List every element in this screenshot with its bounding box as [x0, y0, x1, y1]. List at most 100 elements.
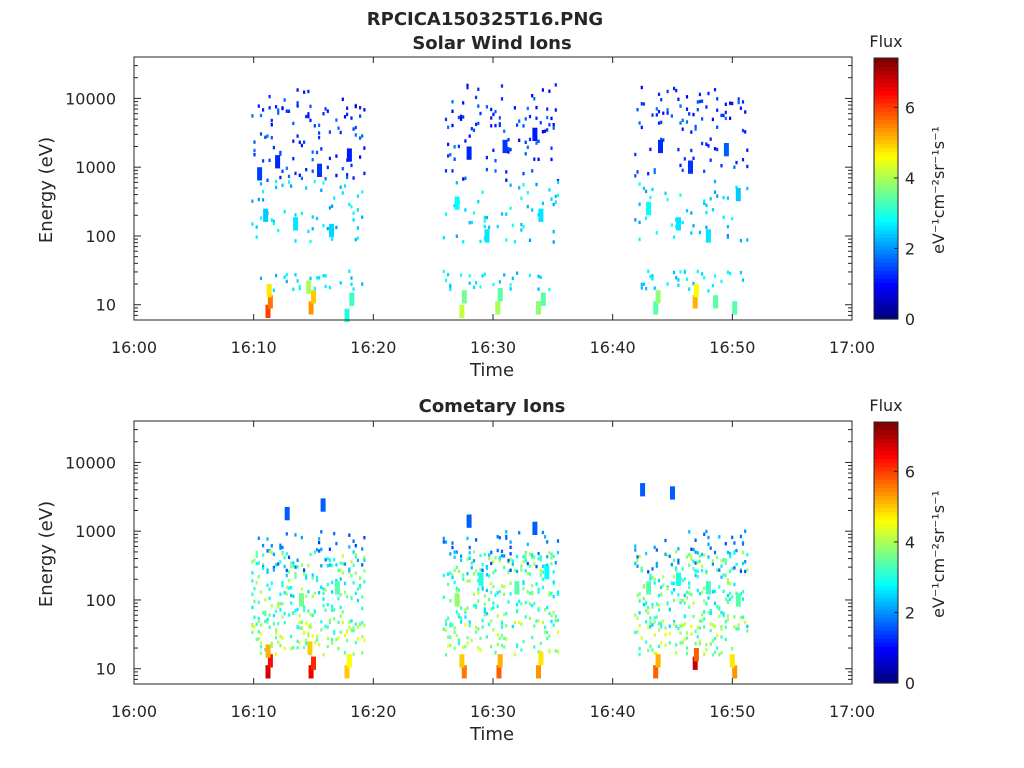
spectrogram-cell [322, 587, 325, 591]
spectrogram-cell [685, 107, 689, 111]
y-tick-label: 1000 [75, 522, 116, 541]
spectrogram-cell [318, 131, 321, 135]
spectrogram-cell [333, 558, 336, 562]
spectrogram-cell [283, 591, 286, 595]
spectrogram-cell [498, 589, 501, 594]
spectrogram-cell [698, 626, 701, 630]
colorbar-segment [874, 94, 898, 100]
spectrogram-cell [307, 112, 310, 116]
spectrogram-cell [498, 123, 501, 128]
spectrogram-cell [636, 616, 639, 620]
colorbar-segment [874, 257, 898, 263]
spectrogram-cell [294, 565, 297, 569]
spectrogram-cell [516, 554, 519, 559]
spectrogram-cell [322, 597, 325, 601]
spectrogram-cell [315, 575, 319, 580]
spectrogram-cell [724, 637, 727, 642]
spectrogram-cell [494, 568, 497, 573]
spectrogram-cell [716, 108, 719, 112]
spectrogram-cell [640, 286, 643, 290]
spectrogram-cell [707, 542, 710, 546]
spectrogram-cell [522, 555, 525, 559]
spectrogram-cell [647, 269, 650, 273]
spectrogram-cell [729, 591, 732, 596]
flux-cell [308, 665, 314, 679]
spectrogram-cell [348, 620, 351, 624]
spectrogram-cell [550, 157, 553, 162]
spectrogram-cell [537, 274, 540, 279]
spectrogram-cell [657, 121, 661, 125]
spectrogram-cell [522, 580, 525, 584]
spectrogram-cell [692, 112, 695, 117]
spectrogram-cell [449, 599, 452, 603]
spectrogram-cell [311, 634, 314, 638]
spectrogram-cell [552, 580, 555, 584]
spectrogram-cell [251, 605, 254, 610]
colorbar-segment [874, 249, 898, 255]
colorbar-segment [874, 192, 898, 198]
spectrogram-cell [281, 106, 284, 111]
spectrogram-cell [649, 147, 652, 152]
colorbar-segment [874, 278, 898, 283]
spectrogram-cell [479, 553, 482, 558]
spectrogram-cell [651, 648, 654, 652]
x-tick-label: 16:50 [709, 702, 755, 721]
spectrogram-cell [324, 284, 327, 289]
x-tick-label: 16:20 [350, 702, 396, 721]
spectrogram-cell [352, 563, 355, 567]
spectrogram-cell [270, 550, 273, 555]
spectrogram-cell [556, 590, 560, 594]
spectrogram-cell [475, 604, 478, 608]
spectrogram-cell [477, 627, 480, 631]
spectrogram-cell [696, 588, 699, 593]
colorbar-segment [874, 442, 898, 448]
spectrogram-cell [444, 212, 448, 216]
spectrogram-cell [322, 112, 325, 116]
spectrogram-cell [733, 165, 736, 169]
spectrogram-cell [335, 118, 338, 122]
spectrogram-cell [494, 159, 497, 163]
colorbar-segment [874, 560, 898, 566]
spectrogram-cell [322, 591, 325, 596]
spectrogram-cell [634, 548, 637, 552]
spectrogram-cell [692, 156, 695, 160]
spectrogram-cell [673, 86, 676, 91]
spectrogram-cell [479, 568, 482, 572]
spectrogram-cell [685, 636, 689, 640]
spectrogram-cell [331, 563, 334, 568]
spectrogram-cell [718, 607, 721, 611]
spectrogram-cell [556, 193, 560, 197]
spectrogram-cell [472, 592, 476, 596]
spectrogram-cell [326, 165, 329, 170]
spectrogram-cell [483, 602, 486, 606]
spectrogram-cell [516, 569, 519, 574]
spectrogram-cell [462, 577, 465, 581]
spectrogram-cell [483, 219, 486, 223]
spectrogram-cell [444, 622, 448, 627]
spectrogram-cell [724, 542, 727, 546]
spectrogram-cell [535, 182, 538, 187]
colorbar-segment [874, 115, 898, 120]
colorbar-segment [874, 78, 898, 84]
spectrogram-cell [681, 168, 684, 172]
spectrogram-cell [481, 618, 484, 623]
spectrogram-cell [331, 637, 334, 642]
spectrogram-cell [651, 605, 654, 609]
spectrogram-cell [673, 235, 676, 239]
spectrogram-cell [653, 581, 656, 585]
spectrogram-cell [724, 558, 727, 562]
spectrogram-cell [290, 184, 293, 188]
spectrogram-cell [255, 622, 258, 626]
spectrogram-cell [279, 543, 282, 547]
y-tick-label: 100 [85, 227, 116, 246]
spectrogram-cell [511, 276, 514, 280]
spectrogram-cell [688, 585, 691, 589]
spectrogram-cell [539, 568, 542, 573]
spectrogram-cell [520, 228, 523, 232]
spectrogram-cell [492, 606, 495, 610]
spectrogram-cell [283, 564, 286, 569]
spectrogram-cell [281, 636, 284, 640]
spectrogram-cell [294, 575, 297, 579]
colorbar-segment [874, 454, 898, 460]
spectrogram-cell [270, 123, 273, 127]
